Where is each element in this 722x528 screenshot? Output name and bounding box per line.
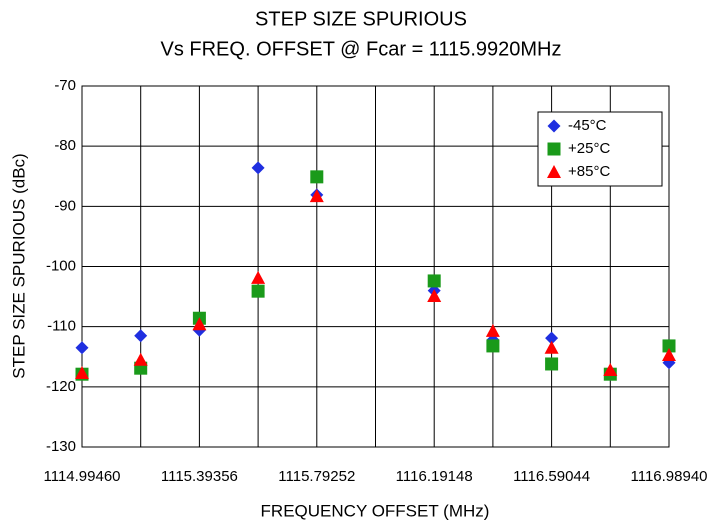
legend-label: +25°C — [568, 140, 610, 157]
marker-square — [662, 339, 676, 353]
y-tick-label: -100 — [46, 257, 76, 274]
x-tick-label: 1116.19148 — [396, 468, 473, 485]
marker-diamond — [547, 119, 561, 133]
marker-triangle — [192, 317, 207, 331]
marker-triangle — [547, 165, 561, 178]
legend-label: +85°C — [568, 163, 610, 180]
y-tick-label: -120 — [46, 378, 76, 395]
marker-triangle — [251, 270, 266, 284]
y-tick-label: -90 — [54, 197, 76, 214]
x-tick-label: 1116.59044 — [513, 468, 590, 485]
marker-square — [545, 357, 559, 371]
marker-triangle — [544, 340, 559, 354]
y-tick-label: -70 — [54, 77, 76, 94]
marker-square — [251, 284, 265, 298]
marker-triangle — [662, 347, 676, 361]
legend-label: -45°C — [568, 117, 607, 134]
chart-title: STEP SIZE SPURIOUS — [255, 8, 467, 30]
x-tick-label: 1116.98940 — [630, 468, 707, 485]
marker-square — [486, 339, 500, 353]
y-tick-label: -130 — [46, 438, 76, 455]
marker-triangle — [603, 362, 618, 376]
marker-triangle — [75, 365, 89, 379]
marker-triangle — [309, 189, 324, 203]
marker-diamond — [251, 161, 265, 175]
y-tick-label: -80 — [54, 137, 76, 154]
marker-diamond — [134, 329, 148, 343]
marker-square — [547, 142, 561, 156]
x-tick-label: 1115.79252 — [278, 468, 355, 485]
marker-square — [427, 274, 441, 288]
marker-triangle — [485, 323, 500, 337]
x-tick-label: 1114.99460 — [43, 468, 120, 485]
marker-diamond — [545, 331, 559, 345]
marker-triangle — [133, 352, 148, 366]
marker-diamond — [75, 341, 89, 355]
y-tick-label: -110 — [47, 318, 76, 335]
chart-subtitle: Vs FREQ. OFFSET @ Fcar = 1115.9920MHz — [161, 38, 562, 60]
y-axis-label: STEP SIZE SPURIOUS (dBc) — [9, 153, 28, 378]
x-axis-label: FREQUENCY OFFSET (MHz) — [261, 501, 490, 520]
x-tick-label: 1115.39356 — [161, 468, 238, 485]
marker-triangle — [427, 288, 442, 302]
marker-square — [310, 170, 324, 184]
